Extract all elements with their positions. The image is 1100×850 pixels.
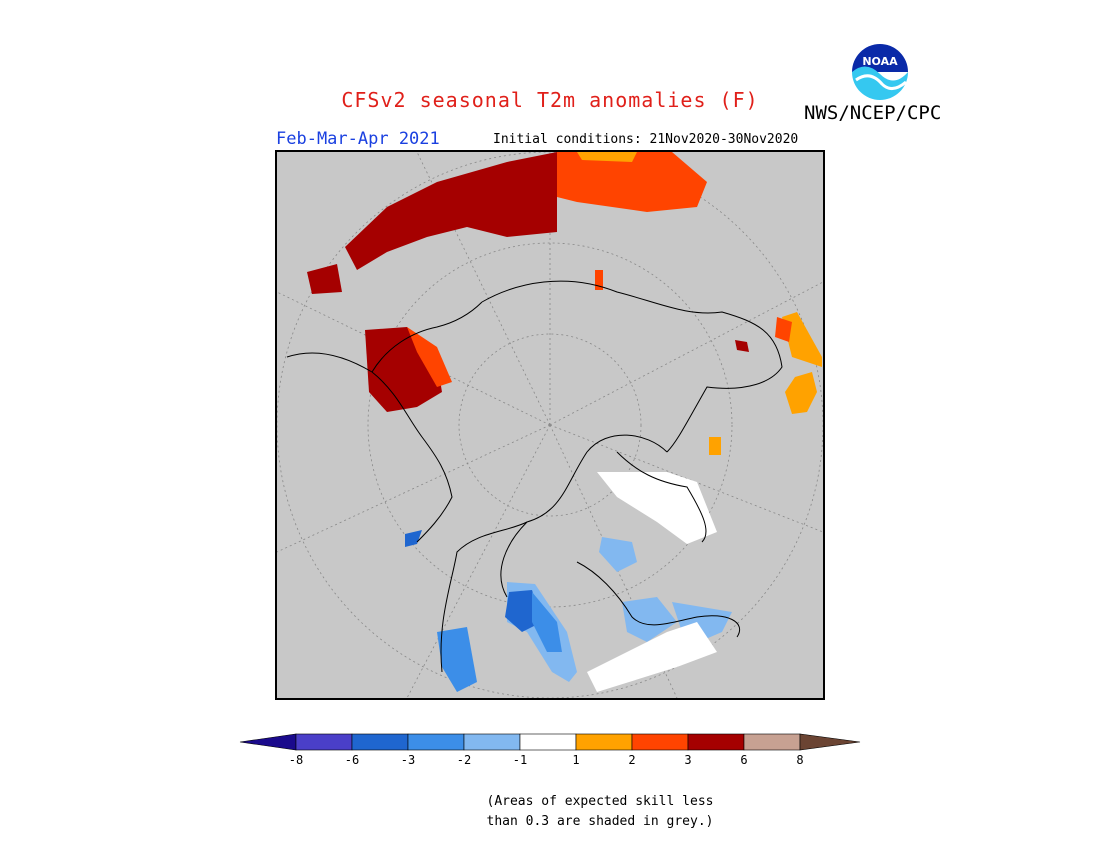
colorbar-bin bbox=[631, 733, 689, 751]
colorbar-bin bbox=[407, 733, 465, 751]
colorbar-tick-label: -2 bbox=[456, 753, 472, 767]
colorbar-bin bbox=[239, 733, 297, 751]
colorbar-tick-label: 1 bbox=[572, 753, 580, 767]
noaa-logo: NOAA bbox=[850, 42, 910, 102]
skill-note-line-2: than 0.3 are shaded in grey.) bbox=[486, 814, 714, 829]
colorbar-bin bbox=[351, 733, 409, 751]
colorbar-tick-label: 6 bbox=[740, 753, 748, 767]
map-title: CFSv2 seasonal T2m anomalies (F) bbox=[341, 88, 759, 112]
initial-conditions-label: Initial conditions: 21Nov2020-30Nov2020 bbox=[493, 132, 799, 147]
colorbar-tick-label: -1 bbox=[512, 753, 528, 767]
colorbar-bin bbox=[463, 733, 521, 751]
colorbar-tick-label: -8 bbox=[288, 753, 304, 767]
warm-anomaly-east bbox=[709, 312, 822, 455]
warm-anomaly-middle-east bbox=[365, 327, 452, 412]
colorbar-bin bbox=[687, 733, 745, 751]
skill-note: (Areas of expected skill less than 0.3 a… bbox=[430, 792, 770, 832]
colorbar-bin bbox=[519, 733, 577, 751]
colorbar-tick-label: 2 bbox=[628, 753, 636, 767]
colorbar-bin bbox=[575, 733, 633, 751]
warm-anomaly-sahara bbox=[307, 152, 707, 294]
latitude-circle bbox=[458, 333, 642, 517]
near-normal-areas bbox=[587, 472, 717, 692]
skill-note-line-1: (Areas of expected skill less bbox=[486, 794, 714, 809]
colorbar-tick-label: -3 bbox=[400, 753, 416, 767]
colorbar-bin bbox=[295, 733, 353, 751]
colorbar bbox=[239, 733, 861, 751]
colorbar-bin bbox=[743, 733, 801, 751]
agency-label: NWS/NCEP/CPC bbox=[804, 102, 942, 124]
colorbar-tick-label: 8 bbox=[796, 753, 804, 767]
colorbar-tick-label: -6 bbox=[344, 753, 360, 767]
svg-text:NOAA: NOAA bbox=[862, 55, 898, 68]
cold-anomaly-north-america bbox=[405, 530, 732, 692]
coastlines bbox=[286, 280, 783, 673]
colorbar-bin bbox=[799, 733, 861, 751]
season-label: Feb-Mar-Apr 2021 bbox=[276, 129, 440, 149]
colorbar-tick-label: 3 bbox=[684, 753, 692, 767]
polar-map bbox=[275, 150, 825, 700]
